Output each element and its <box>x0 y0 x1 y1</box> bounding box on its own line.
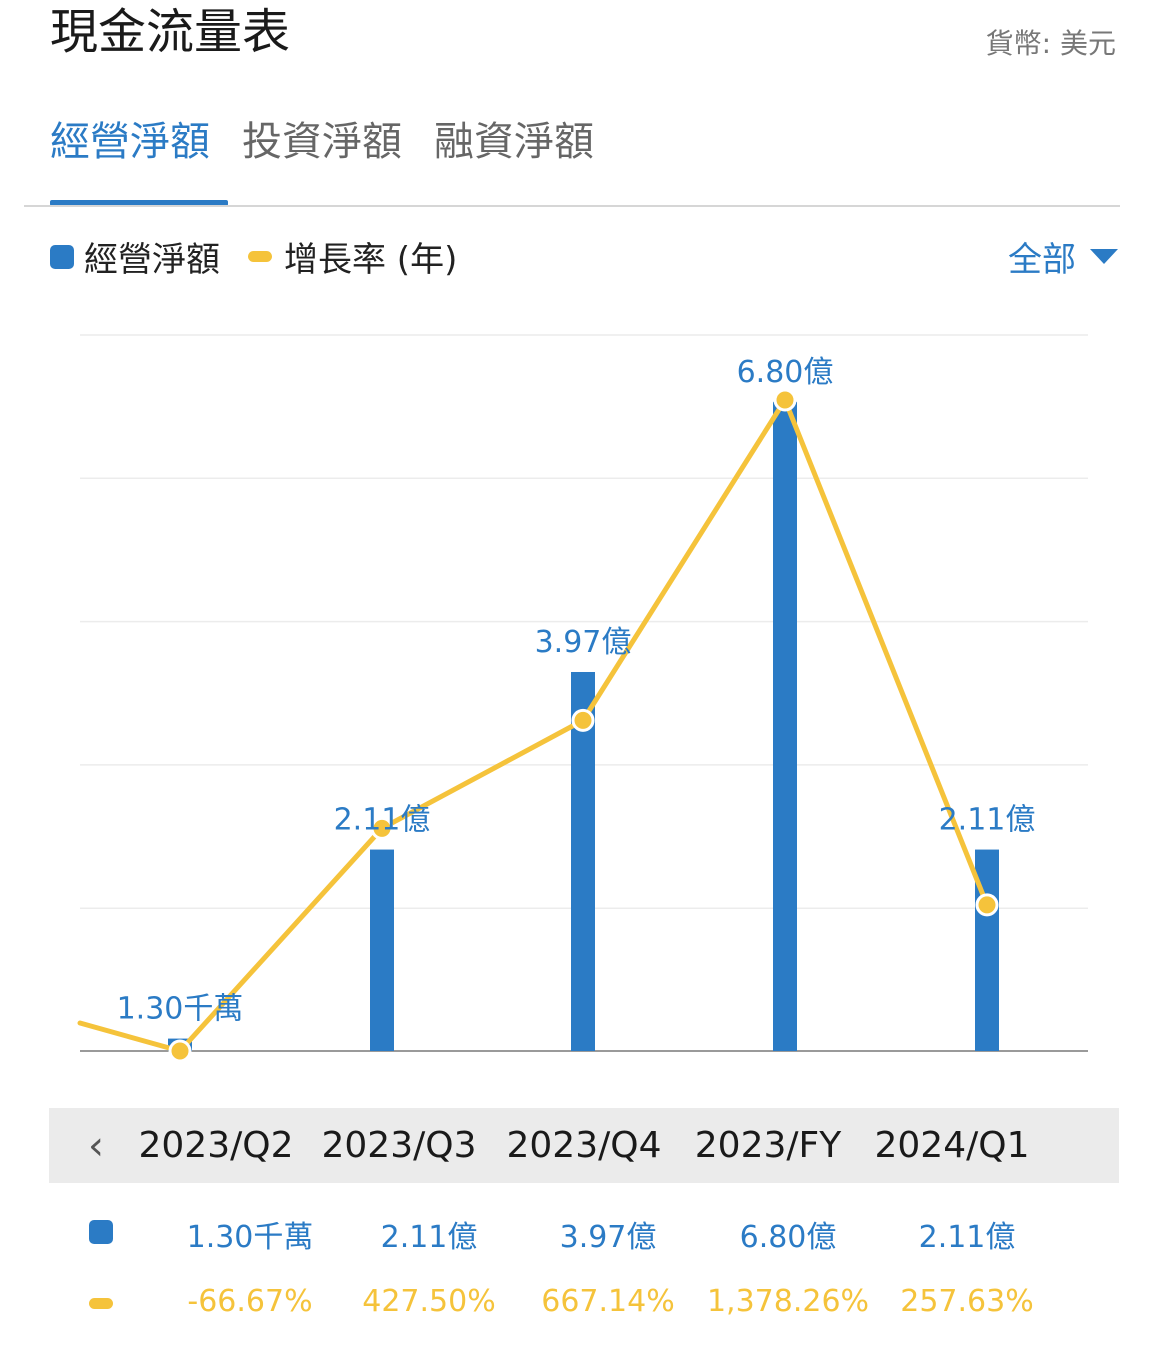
growth-point-2024/Q1[interactable] <box>975 893 999 917</box>
tab-investing[interactable]: 投資淨額 <box>242 119 402 165</box>
growth-point-2023/Q2[interactable] <box>168 1039 192 1063</box>
bar-data-label: 6.80億 <box>737 355 834 390</box>
chevron-left-icon[interactable]: ‹ <box>88 1123 104 1169</box>
period-2023/Q2[interactable]: 2023/Q2 <box>138 1125 294 1166</box>
bar-2023/FY[interactable] <box>773 401 797 1051</box>
filter-label: 全部 <box>1008 240 1076 280</box>
tab-operating[interactable]: 經營淨額 <box>50 119 210 165</box>
growth-line-lead <box>77 1020 183 1054</box>
cashflow-chart: 1.30千萬 2.11億 3.97億 6.80億 2.11億 <box>77 334 1088 1063</box>
period-2023/Q3[interactable]: 2023/Q3 <box>321 1125 477 1166</box>
growth-point-2023/Q4[interactable] <box>571 708 595 732</box>
row-bar-swatch <box>89 1220 113 1244</box>
period-2024/Q1[interactable]: 2024/Q1 <box>874 1125 1030 1166</box>
filter-dropdown[interactable]: 全部 <box>1008 232 1118 281</box>
row-growth-2023/Q3: 427.50% <box>362 1284 496 1319</box>
caret-down-icon <box>1090 249 1118 264</box>
bar-data-label: 2.11億 <box>334 803 431 838</box>
row-growth-2023/Q2: -66.67% <box>187 1284 313 1319</box>
row-value-2024/Q1: 2.11億 <box>918 1220 1016 1255</box>
row-value-2023/FY: 6.80億 <box>739 1220 837 1255</box>
growth-point-2023/Q3[interactable] <box>370 816 394 840</box>
growth-point-2023/FY[interactable] <box>773 388 797 412</box>
active-tab-indicator <box>50 200 228 206</box>
row-value-2023/Q4: 3.97億 <box>559 1220 657 1255</box>
period-selector <box>49 1108 1119 1183</box>
chart-legend: 經營淨額 增長率 (年) <box>50 232 457 281</box>
bar-2023/Q4[interactable] <box>571 671 595 1051</box>
legend-line-label: 增長率 (年) <box>284 240 458 280</box>
row-growth-2023/FY: 1,378.26% <box>706 1284 870 1319</box>
tab-divider <box>24 205 1120 207</box>
row-line-swatch <box>89 1298 113 1309</box>
legend-bar-label: 經營淨額 <box>84 240 220 280</box>
currency-label: 貨幣: 美元 <box>985 27 1116 60</box>
legend-line-swatch <box>248 251 272 262</box>
row-value-2023/Q2: 1.30千萬 <box>186 1220 314 1255</box>
legend-bar-swatch <box>50 244 74 269</box>
row-growth-2024/Q1: 257.63% <box>900 1284 1034 1319</box>
bar-data-label: 1.30千萬 <box>117 992 244 1027</box>
bar-data-label: 2.11億 <box>939 803 1036 838</box>
tab-financing[interactable]: 融資淨額 <box>434 119 594 165</box>
bar-2023/Q3[interactable] <box>370 849 394 1051</box>
row-value-2023/Q3: 2.11億 <box>380 1220 478 1255</box>
period-2023/FY[interactable]: 2023/FY <box>694 1125 842 1166</box>
row-growth-2023/Q4: 667.14% <box>541 1284 675 1319</box>
bar-data-label: 3.97億 <box>535 625 632 660</box>
period-2023/Q4[interactable]: 2023/Q4 <box>506 1125 662 1166</box>
tab-bar: 經營淨額 投資淨額 融資淨額 <box>50 112 594 172</box>
page-title: 現金流量表 <box>50 4 291 60</box>
